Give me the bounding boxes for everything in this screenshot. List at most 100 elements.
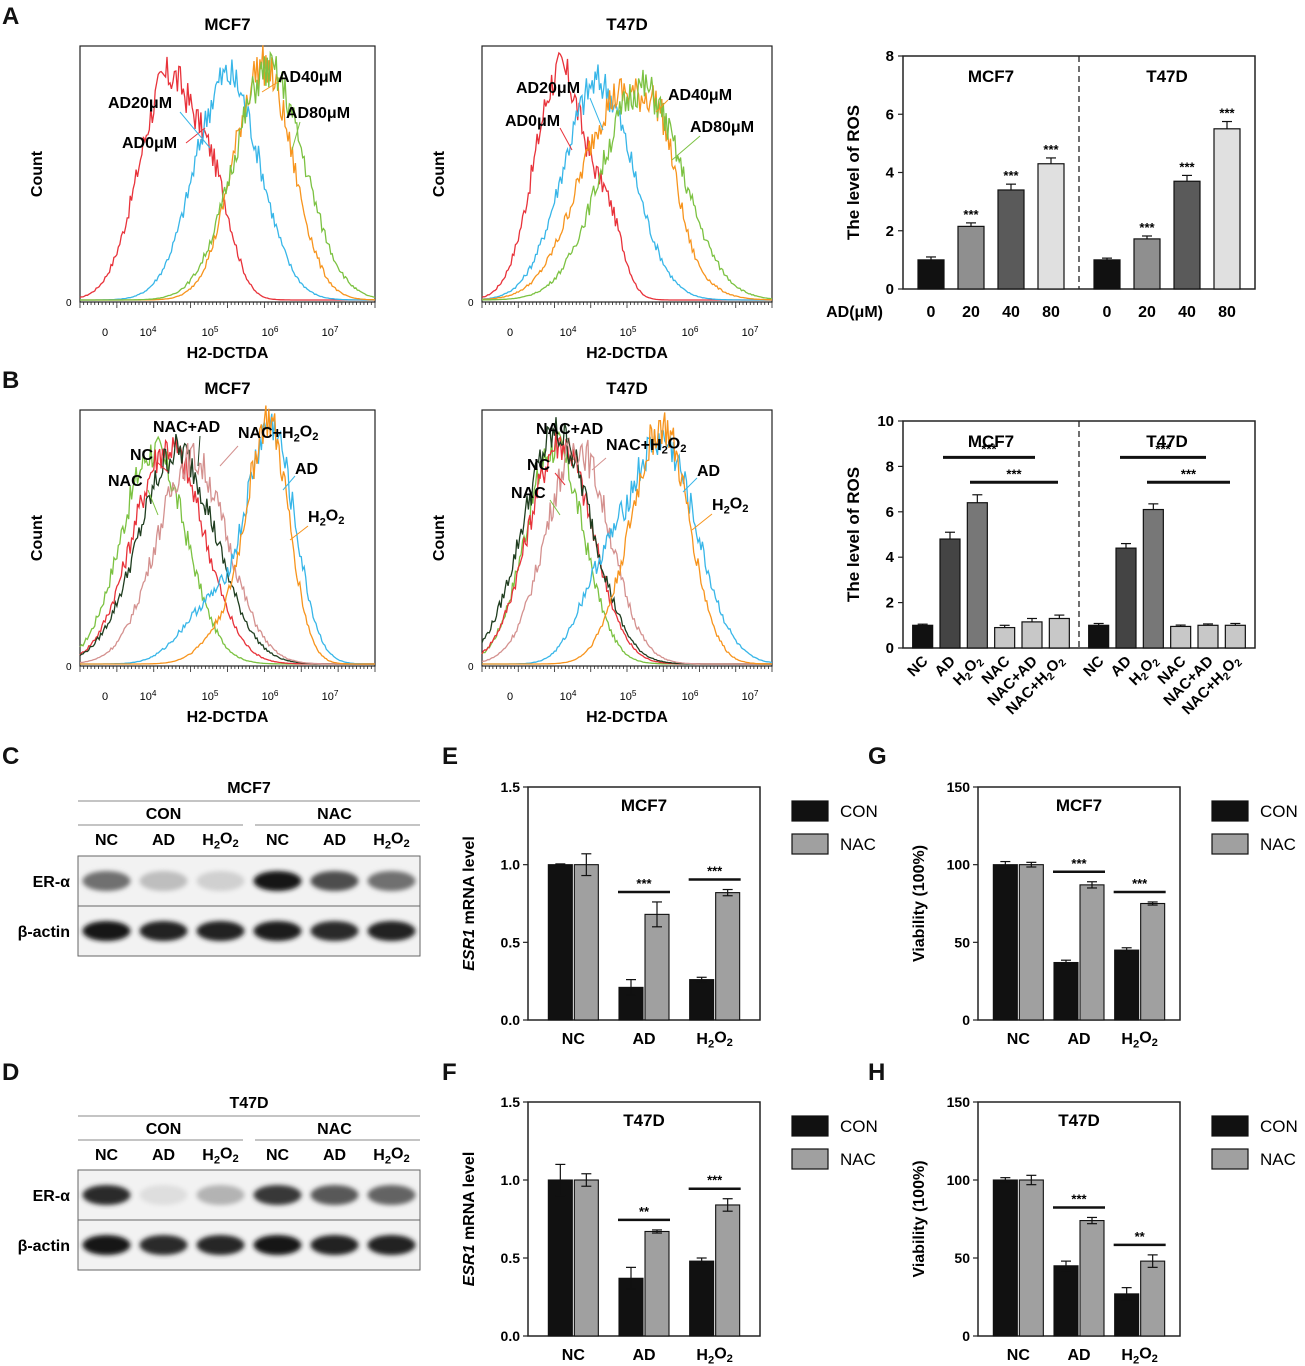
wb-band-beta-actin [196,1235,245,1255]
grp-bar [1079,884,1105,1021]
grp-frame [977,786,1181,1021]
grp-frame [527,786,761,1021]
grp-ytick-label: 1.0 [501,857,521,873]
fc-xtick-exp: 7 [754,689,759,698]
grp-bar [547,1179,573,1337]
grp-significance: ** [639,1204,650,1219]
grp-xlabel: H2O2 [1121,1030,1157,1051]
fc-curve-h2o2 [482,412,773,665]
ros-significance: *** [1003,168,1019,183]
panel-letter-e: E [442,743,458,770]
ros-xlabel: H2O2 [949,652,988,691]
fc-xtick-zero: 0 [102,691,108,703]
ros-bar [966,502,988,649]
fc-leader [185,127,206,144]
ros-xlabel: NC [1080,653,1107,680]
wb-lane-label: NC [95,832,119,849]
wb-lane-label: H2O2 [202,1146,238,1167]
fc-xtick-label: 104 [560,689,577,703]
fc-xtick-base: 10 [560,327,572,339]
fc-curve-ad [80,413,375,665]
ros-group-title: MCF7 [968,432,1014,451]
ros-bracket-label: *** [1181,466,1197,481]
grp-xlabel-sub2: 2 [1152,1353,1158,1365]
fc-leader [197,435,201,467]
ros-ytick-label: 8 [886,48,894,65]
grp-ylabel-gene: ESR1 [461,929,478,971]
wb-lane-label-h: H [202,832,214,849]
wb-lane-label-o: O [220,1146,232,1163]
grp-ytick-label: 0.5 [501,1250,521,1266]
grp-bar [1018,1179,1044,1337]
fc-xtick-base: 10 [620,327,632,339]
wb-membrane-er-alpha [77,855,421,907]
fc-label: AD80μM [286,105,350,122]
grp-legend-swatch [791,800,829,822]
wb-lane-label-o: O [391,1146,403,1163]
wb-lane-label: AD [152,1147,175,1164]
grp-xlabel-h: H [696,1347,708,1364]
fc-label: NAC [108,473,143,490]
fc-y-zero: 0 [468,662,474,673]
grp-bar [644,1230,670,1337]
fc-xlabel: H2-DCTDA [187,709,269,726]
fc-label-sub2: 2 [680,443,686,455]
wb-group-label: NAC [317,1121,352,1138]
ros-ytick-label: 8 [886,458,894,475]
fc-label: AD0μM [505,113,560,130]
wb-lane-label-sub2: 2 [404,1153,410,1165]
grp-legend-swatch [1211,800,1249,822]
grp-bar [1053,961,1079,1021]
grp-ytick-label: 0 [962,1328,970,1344]
wb-row-label: β-actin [18,924,70,941]
grp-xlabel-sub1: 2 [708,1038,714,1050]
fc-leader [554,472,566,486]
grp-ylabel: ESR1 mRNA level [461,836,478,971]
fc-label: AD20μM [516,80,580,97]
fc-xtick-exp: 5 [632,689,637,698]
ros-xlabel-prefix: AD(μM) [826,304,883,321]
fc-xtick-base: 10 [140,691,152,703]
grp-significance: ** [1135,1229,1146,1244]
wb-lane-label-sub1: 2 [214,839,220,851]
grp-bar [1079,1220,1105,1337]
grp-bar [715,1204,741,1337]
fc-xtick-exp: 6 [694,325,699,334]
wb-lane-label-sub1: 2 [385,839,391,851]
ros-significance: *** [1043,142,1059,157]
fc-xtick-base: 10 [560,691,572,703]
wb-membrane-beta-actin [77,1219,421,1271]
wb-title: MCF7 [227,780,271,797]
fc-xtick-label: 107 [322,325,339,339]
grp-ylabel-rest: mRNA level [461,836,478,929]
grp-xlabel-sub1: 2 [708,1354,714,1366]
ros-bar [1088,624,1110,649]
grp-legend-label: NAC [1260,1150,1296,1169]
fc-curve-ad40 [481,77,772,301]
wb-row-label: ER-α [33,874,71,891]
fc-label-sub2: 2 [312,431,318,443]
wb-lane-label: NC [266,832,290,849]
wb-band-er-alpha [139,1185,188,1205]
panel-letter-b: B [2,367,19,394]
fc-label-sub: 2 [320,516,326,528]
grp-frame [527,1101,761,1337]
fc-label: NAC [511,485,546,502]
fc-leader [261,81,279,93]
fc-label: AD20μM [108,95,172,112]
fc-leader [559,127,573,151]
grp-ytick-label: 150 [947,779,971,795]
wb-band-beta-actin [253,1235,302,1255]
ros-significance: *** [1219,106,1235,121]
grp-xlabel: AD [632,1347,655,1364]
fc-label-sub: 2 [662,444,668,456]
grp-bar [573,1179,599,1337]
grp-bar [547,864,573,1021]
fc-xtick-exp: 4 [572,689,577,698]
wb-band-er-alpha [196,871,245,891]
grp-xlabel-sub2: 2 [1152,1037,1158,1049]
fc-curve-ad0 [79,56,375,301]
